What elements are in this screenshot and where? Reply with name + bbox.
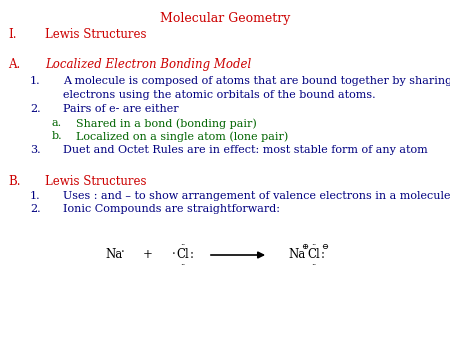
Text: ··: ··	[180, 261, 185, 269]
Text: ⊖: ⊖	[321, 243, 328, 251]
Text: ··: ··	[311, 241, 317, 249]
Text: :: :	[321, 248, 325, 262]
Text: Localized on a single atom (lone pair): Localized on a single atom (lone pair)	[76, 131, 288, 142]
Text: Na: Na	[105, 248, 122, 262]
Text: electrons using the atomic orbitals of the bound atoms.: electrons using the atomic orbitals of t…	[63, 90, 376, 100]
Text: Localized Electron Bonding Model: Localized Electron Bonding Model	[45, 58, 251, 71]
Text: Na: Na	[288, 248, 305, 262]
Text: ··: ··	[311, 261, 317, 269]
Text: a.: a.	[52, 118, 62, 128]
Text: b.: b.	[52, 131, 63, 141]
Text: 3.: 3.	[30, 145, 40, 155]
Text: Pairs of e- are either: Pairs of e- are either	[63, 104, 179, 114]
Text: I.: I.	[8, 28, 17, 41]
Text: ·: ·	[121, 246, 125, 260]
Text: 1.: 1.	[30, 76, 40, 86]
Text: +: +	[143, 248, 153, 262]
Text: A molecule is composed of atoms that are bound together by sharing pairs of: A molecule is composed of atoms that are…	[63, 76, 450, 86]
Text: Ionic Compounds are straightforward:: Ionic Compounds are straightforward:	[63, 204, 280, 214]
Text: Lewis Structures: Lewis Structures	[45, 175, 147, 188]
Text: ⊕: ⊕	[302, 243, 309, 251]
Text: Cl: Cl	[176, 248, 189, 262]
Text: :: :	[190, 248, 194, 262]
Text: ··: ··	[180, 241, 185, 249]
Text: 2.: 2.	[30, 104, 40, 114]
Text: Duet and Octet Rules are in effect: most stable form of any atom: Duet and Octet Rules are in effect: most…	[63, 145, 428, 155]
Text: Shared in a bond (bonding pair): Shared in a bond (bonding pair)	[76, 118, 257, 128]
Text: 1.: 1.	[30, 191, 40, 201]
Text: A.: A.	[8, 58, 20, 71]
Text: Lewis Structures: Lewis Structures	[45, 28, 147, 41]
Text: Molecular Geometry: Molecular Geometry	[160, 12, 290, 25]
Text: B.: B.	[8, 175, 21, 188]
Text: Uses : and – to show arrangement of valence electrons in a molecule: Uses : and – to show arrangement of vale…	[63, 191, 450, 201]
Text: Cl: Cl	[307, 248, 320, 262]
Text: ·: ·	[172, 248, 176, 262]
Text: 2.: 2.	[30, 204, 40, 214]
